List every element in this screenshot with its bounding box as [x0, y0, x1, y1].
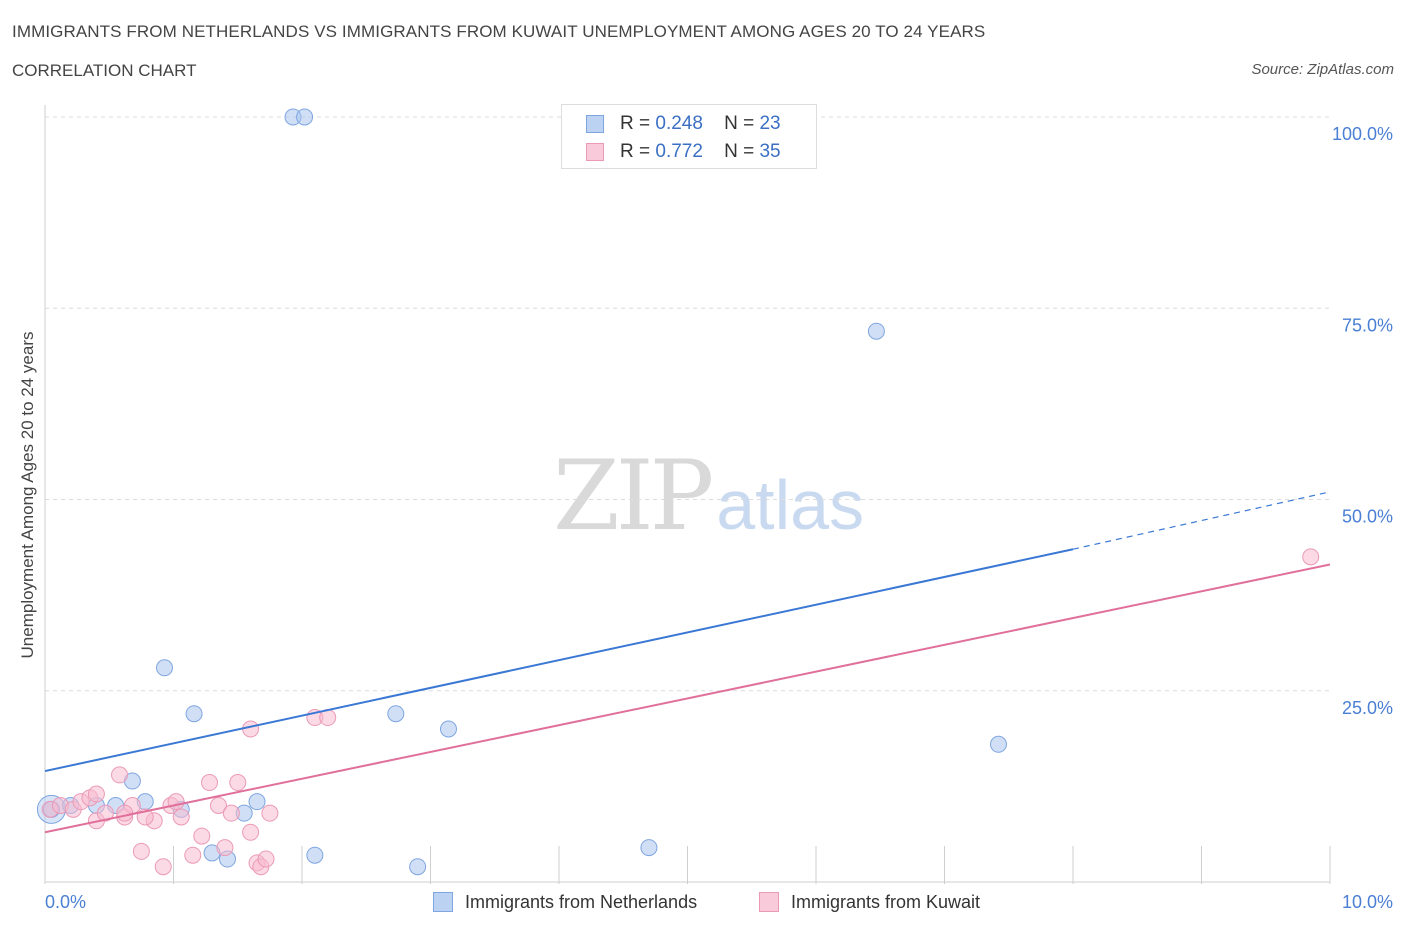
- data-point-kuwait: [116, 804, 134, 822]
- chart-title: IMMIGRANTS FROM NETHERLANDS VS IMMIGRANT…: [12, 22, 986, 41]
- trendline-netherlands-extension: [1072, 491, 1331, 550]
- data-point-netherlands: [306, 846, 324, 864]
- y-axis-label: Unemployment Among Ages 20 to 24 years: [18, 331, 37, 659]
- legend-swatch-netherlands: [586, 115, 604, 133]
- data-point-kuwait: [257, 850, 275, 868]
- data-point-netherlands: [867, 322, 885, 340]
- x-tick-label: 10.0%: [1342, 892, 1393, 912]
- data-point-kuwait: [261, 804, 279, 822]
- bottom-legend-label: Immigrants from Kuwait: [791, 891, 981, 912]
- legend-swatch-kuwait: [586, 143, 604, 161]
- x-tick-label: 0.0%: [45, 892, 86, 912]
- data-point-kuwait: [242, 720, 260, 738]
- legend-r-value: 0.772: [655, 141, 703, 162]
- correlation-legend: R = 0.248 N = 23 R = 0.772 N = 35: [561, 104, 817, 169]
- bottom-legend-swatch: [759, 892, 779, 912]
- bottom-legend-label: Immigrants from Netherlands: [465, 891, 698, 912]
- data-point-netherlands: [296, 108, 314, 126]
- data-point-netherlands: [409, 858, 427, 876]
- legend-n-label: N =: [724, 113, 755, 134]
- data-point-netherlands: [156, 659, 174, 677]
- data-point-netherlands: [185, 705, 203, 723]
- y-tick-label: 75.0%: [1342, 315, 1393, 335]
- data-point-kuwait: [209, 797, 227, 814]
- data-point-kuwait: [172, 808, 190, 826]
- data-point-netherlands: [439, 720, 457, 738]
- trendline-kuwait: [44, 563, 1331, 834]
- data-point-netherlands: [640, 839, 658, 857]
- watermark-atlas: atlas: [716, 466, 865, 544]
- source-label: Source: ZipAtlas.com: [1251, 61, 1394, 78]
- bottom-legend-netherlands: Immigrants from Netherlands: [433, 890, 697, 914]
- y-tick-label: 25.0%: [1342, 698, 1393, 718]
- data-point-kuwait: [242, 823, 260, 841]
- bottom-legend-swatch: [433, 892, 453, 912]
- legend-r-label: R =: [620, 141, 651, 162]
- legend-n-value: 23: [759, 113, 781, 134]
- legend-n-label: N =: [724, 141, 755, 162]
- data-point-netherlands: [989, 735, 1007, 753]
- y-tick-label: 100.0%: [1332, 124, 1393, 144]
- watermark-zip: ZIP: [553, 440, 714, 552]
- trendline-netherlands: [44, 548, 1074, 773]
- data-point-netherlands: [387, 705, 405, 723]
- legend-row-kuwait: R = 0.772 N = 35: [586, 141, 781, 163]
- legend-r-value: 0.248: [655, 113, 703, 134]
- data-point-netherlands: [248, 793, 266, 811]
- legend-n-value: 35: [759, 141, 781, 162]
- data-point-kuwait: [229, 774, 247, 792]
- data-point-kuwait: [222, 804, 240, 822]
- data-point-kuwait: [96, 804, 114, 822]
- chart-subtitle: CORRELATION CHART: [12, 61, 197, 80]
- data-point-kuwait: [111, 766, 129, 784]
- data-point-kuwait: [193, 827, 211, 845]
- data-point-kuwait: [154, 858, 172, 876]
- legend-row-netherlands: R = 0.248 N = 23: [586, 113, 781, 135]
- data-point-kuwait: [1302, 548, 1320, 566]
- data-point-kuwait: [184, 846, 202, 864]
- data-point-kuwait: [216, 839, 234, 857]
- bottom-legend-kuwait: Immigrants from Kuwait: [759, 890, 980, 914]
- watermark: ZIPatlas: [553, 440, 864, 552]
- y-tick-label: 50.0%: [1342, 507, 1393, 527]
- data-point-kuwait: [132, 842, 150, 860]
- legend-r-label: R =: [620, 113, 651, 134]
- data-point-kuwait: [200, 774, 218, 792]
- data-point-kuwait: [167, 793, 185, 811]
- data-point-kuwait: [87, 785, 105, 803]
